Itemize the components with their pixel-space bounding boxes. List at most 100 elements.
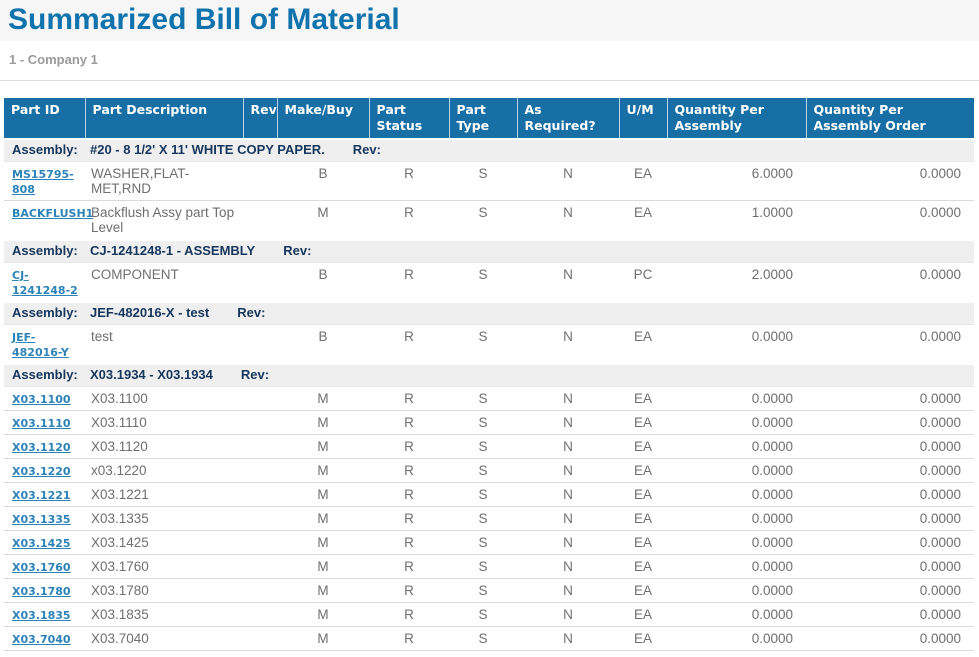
cell-qty-per-assembly: 0.0000	[667, 602, 806, 627]
cell-part-type: S	[449, 578, 517, 603]
cell-part-status: R	[369, 458, 449, 483]
part-row: X03.1110 X03.1110 M R S N EA 0.0000 0.0000	[4, 410, 974, 435]
cell-part-id: X03.1221	[4, 482, 85, 507]
part-row: X03.1835 X03.1835 M R S N EA 0.0000 0.0000	[4, 602, 974, 627]
part-row: CJ-1241248-2 COMPONENT B R S N PC 2.0000 0.0000	[4, 262, 974, 303]
cell-rev	[243, 434, 277, 459]
cell-qty-per-assembly: 0.0000	[667, 458, 806, 483]
cell-qty-per-assembly: 0.0000	[667, 530, 806, 555]
cell-make-buy: M	[277, 506, 369, 531]
cell-part-description: X03.1425	[85, 530, 243, 555]
part-id-link[interactable]: JEF-482016-Y	[12, 331, 69, 359]
cell-part-id: X03.1100	[4, 386, 85, 411]
cell-part-description: X03.1120	[85, 434, 243, 459]
cell-part-description: X03.1780	[85, 578, 243, 603]
cell-um: EA	[619, 602, 667, 627]
cell-part-id: X03.1120	[4, 434, 85, 459]
column-header-part-id: Part ID	[4, 98, 85, 139]
part-id-link[interactable]: X03.7040	[12, 633, 71, 646]
cell-part-status: R	[369, 626, 449, 651]
part-id-link[interactable]: BACKFLUSH1	[12, 207, 94, 220]
cell-make-buy: M	[277, 386, 369, 411]
cell-part-id: X03.1335	[4, 506, 85, 531]
cell-part-id: CJ-1241248-2	[4, 262, 85, 303]
part-id-link[interactable]: X03.1220	[12, 465, 71, 478]
assembly-group-row: Assembly: X03.1934 - X03.1934 Rev:	[4, 363, 974, 387]
part-id-link[interactable]: X03.1335	[12, 513, 71, 526]
assembly-group-row: Assembly: #20 - 8 1/2' X 11' WHITE COPY P…	[4, 138, 974, 162]
part-id-link[interactable]: X03.1425	[12, 537, 71, 550]
cell-part-status: R	[369, 200, 449, 241]
cell-part-description: X03.1100	[85, 386, 243, 411]
cell-part-type: S	[449, 458, 517, 483]
cell-part-status: R	[369, 386, 449, 411]
part-id-link[interactable]: X03.1110	[12, 417, 71, 430]
cell-part-status: R	[369, 410, 449, 435]
cell-um: EA	[619, 626, 667, 651]
assembly-rev-label: Rev:	[283, 243, 312, 258]
cell-part-id: X03.7040	[4, 626, 85, 651]
cell-make-buy: M	[277, 602, 369, 627]
cell-part-description: Backflush Assy part Top Level	[85, 200, 243, 241]
cell-make-buy: M	[277, 482, 369, 507]
part-row: BACKFLUSH1 Backflush Assy part Top Level M…	[4, 200, 974, 241]
cell-qty-per-assembly-order: 0.0000	[806, 161, 974, 201]
cell-make-buy: M	[277, 410, 369, 435]
cell-qty-per-assembly-order: 0.0000	[806, 458, 974, 483]
cell-um: EA	[619, 161, 667, 201]
cell-um: EA	[619, 578, 667, 603]
assembly-group-cell: Assembly: #20 - 8 1/2' X 11' WHITE COPY P…	[4, 138, 974, 162]
header-divider	[0, 80, 979, 81]
cell-qty-per-assembly: 0.0000	[667, 482, 806, 507]
cell-as-required: N	[517, 386, 619, 411]
part-id-link[interactable]: X03.1780	[12, 585, 71, 598]
part-id-link[interactable]: X03.1100	[12, 393, 71, 406]
part-id-link[interactable]: X03.1120	[12, 441, 71, 454]
assembly-label: Assembly:	[12, 243, 78, 258]
cell-qty-per-assembly: 0.0000	[667, 554, 806, 579]
cell-qty-per-assembly: 1.0000	[667, 200, 806, 241]
part-row: X03.1100 X03.1100 M R S N EA 0.0000 0.0000	[4, 386, 974, 411]
assembly-group-row: Assembly: JEF-482016-X - test Rev:	[4, 301, 974, 325]
cell-part-status: R	[369, 554, 449, 579]
cell-qty-per-assembly-order: 0.0000	[806, 410, 974, 435]
part-id-link[interactable]: X03.1835	[12, 609, 71, 622]
cell-as-required: N	[517, 434, 619, 459]
cell-qty-per-assembly: 0.0000	[667, 434, 806, 459]
cell-um: EA	[619, 530, 667, 555]
cell-rev	[243, 578, 277, 603]
cell-rev	[243, 506, 277, 531]
part-id-link[interactable]: X03.1760	[12, 561, 71, 574]
cell-make-buy: M	[277, 530, 369, 555]
cell-um: EA	[619, 200, 667, 241]
cell-qty-per-assembly: 2.0000	[667, 262, 806, 303]
assembly-name: JEF-482016-X - test	[90, 305, 210, 320]
cell-part-status: R	[369, 161, 449, 201]
cell-make-buy: M	[277, 200, 369, 241]
cell-rev	[243, 410, 277, 435]
cell-rev	[243, 482, 277, 507]
cell-um: EA	[619, 324, 667, 365]
cell-part-description: X03.1760	[85, 554, 243, 579]
cell-qty-per-assembly: 0.0000	[667, 506, 806, 531]
cell-qty-per-assembly-order: 0.0000	[806, 602, 974, 627]
part-id-link[interactable]: MS15795-808	[12, 168, 74, 196]
column-header-part-description: Part Description	[84, 98, 243, 139]
column-header-rev: Rev	[242, 98, 277, 139]
part-row: X03.1335 X03.1335 M R S N EA 0.0000 0.0000	[4, 506, 974, 531]
cell-part-id: X03.1425	[4, 530, 85, 555]
title-band: Summarized Bill of Material	[0, 0, 979, 41]
part-id-link[interactable]: X03.1221	[12, 489, 71, 502]
cell-um: EA	[619, 410, 667, 435]
assembly-name: CJ-1241248-1 - ASSEMBLY	[90, 243, 256, 258]
part-id-link[interactable]: CJ-1241248-2	[12, 269, 78, 297]
cell-um: EA	[619, 386, 667, 411]
cell-part-type: S	[449, 386, 517, 411]
part-row: X03.1221 X03.1221 M R S N EA 0.0000 0.0000	[4, 482, 974, 507]
part-row: X03.1425 X03.1425 M R S N EA 0.0000 0.0000	[4, 530, 974, 555]
cell-as-required: N	[517, 324, 619, 365]
cell-as-required: N	[517, 200, 619, 241]
cell-um: PC	[619, 262, 667, 303]
cell-qty-per-assembly-order: 0.0000	[806, 482, 974, 507]
cell-part-status: R	[369, 324, 449, 365]
